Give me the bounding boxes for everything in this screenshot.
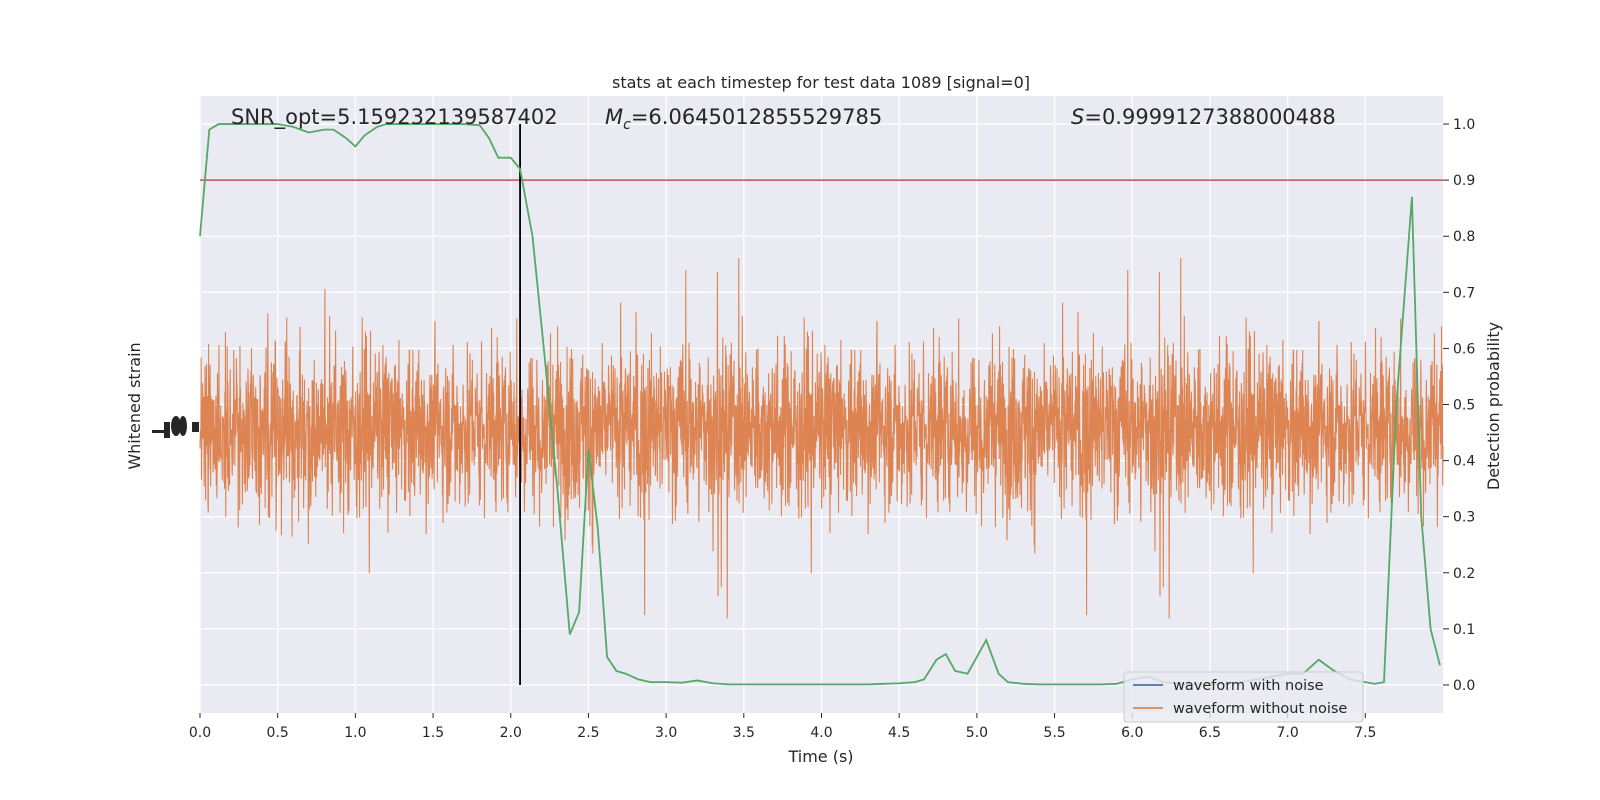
y-tick-label: 0.6 <box>1453 341 1475 357</box>
x-tick-label: 3.0 <box>655 725 677 741</box>
x-tick-label: 5.5 <box>1043 725 1065 741</box>
x-tick-label: 6.0 <box>1121 725 1143 741</box>
x-tick-label: 4.5 <box>888 725 910 741</box>
y-tick-label: 1.0 <box>1453 117 1475 133</box>
legend: waveform with noise waveform without noi… <box>1123 671 1364 723</box>
right-axis-ticks: 0.0 0.1 0.2 0.3 0.4 0.5 0.6 0.7 0.8 0.9 1.0 <box>1443 117 1475 694</box>
x-tick-label: 7.5 <box>1354 725 1376 741</box>
waveform-without-noise-series <box>199 258 1444 619</box>
y-tick-label: 0.8 <box>1453 229 1475 245</box>
left-axis-ticks-overlapped <box>152 416 199 438</box>
x-tick-label: 3.5 <box>733 725 755 741</box>
y-tick-label: 0.1 <box>1453 622 1475 638</box>
waveform-without-noise-line <box>199 258 1444 619</box>
snr-annotation: SNR_opt=5.159232139587402 <box>231 105 558 130</box>
x-tick-label: 5.0 <box>966 725 988 741</box>
x-tick-label: 2.0 <box>500 725 522 741</box>
legend-entry-with-noise: waveform with noise <box>1173 678 1324 694</box>
y-tick-label: 0.9 <box>1453 173 1475 189</box>
x-axis-label: Time (s) <box>787 747 853 766</box>
y-tick-label: 0.3 <box>1453 510 1475 526</box>
right-y-axis-label: Detection probability <box>1484 322 1503 490</box>
y-tick-label: 0.5 <box>1453 398 1475 414</box>
x-axis-ticks: 0.0 0.5 1.0 1.5 2.0 2.5 3.0 3.5 4.0 4.5 5.0 5.5 6.0 6… <box>189 713 1376 741</box>
chirp-mass-annotation: Mc=6.0645012855529785 <box>605 105 882 133</box>
x-tick-label: 1.0 <box>344 725 366 741</box>
chart-title: stats at each timestep for test data 108… <box>612 73 1030 92</box>
x-tick-label: 0.5 <box>267 725 289 741</box>
x-tick-label: 6.5 <box>1199 725 1221 741</box>
y-tick-label: 0.7 <box>1453 285 1475 301</box>
x-tick-label: 0.0 <box>189 725 211 741</box>
x-tick-label: 4.0 <box>810 725 832 741</box>
left-y-axis-label: Whitened strain <box>125 342 144 469</box>
x-tick-label: 1.5 <box>422 725 444 741</box>
y-tick-label: 0.2 <box>1453 566 1475 582</box>
x-tick-label: 7.0 <box>1276 725 1298 741</box>
legend-box <box>1123 671 1364 723</box>
x-tick-label: 2.5 <box>577 725 599 741</box>
y-tick-label: 0.0 <box>1453 678 1475 694</box>
y-tick-label: 0.4 <box>1453 454 1475 470</box>
s-annotation: S=0.9999127388000488 <box>1071 105 1336 129</box>
legend-entry-without-noise: waveform without noise <box>1173 701 1347 717</box>
